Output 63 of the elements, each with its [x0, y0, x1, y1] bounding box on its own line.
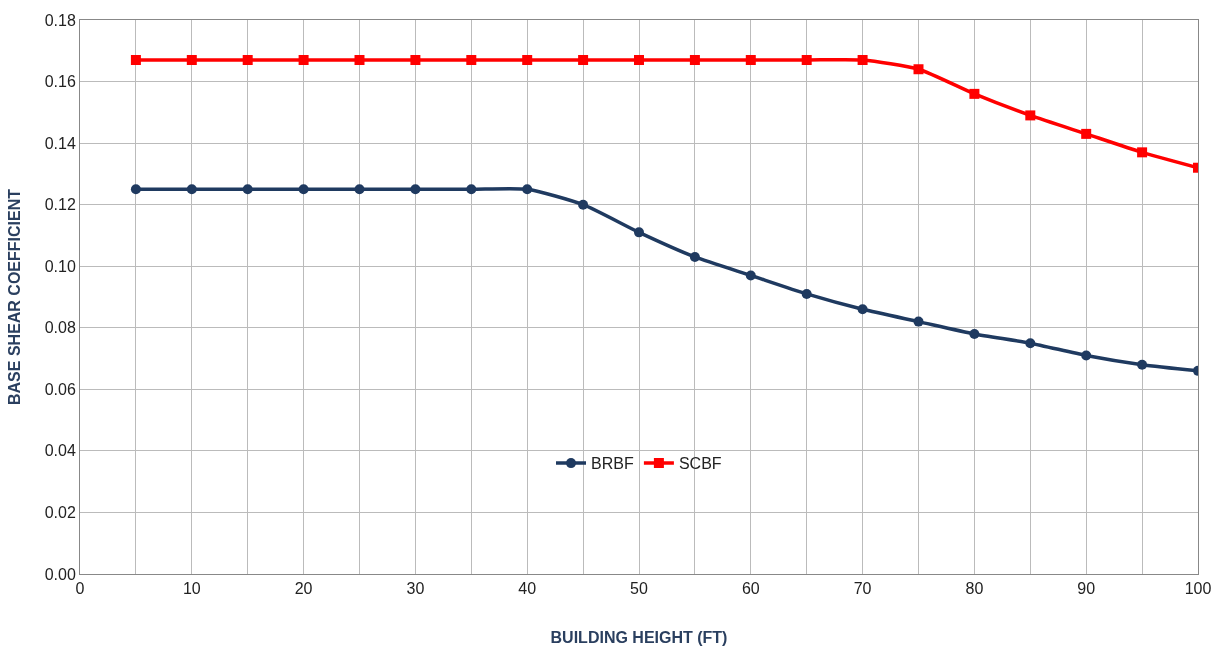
x-tick-label: 0 [75, 580, 85, 598]
point [801, 55, 812, 66]
y-tick-label: 0.12 [44, 196, 76, 214]
point [913, 316, 924, 327]
x-tick-label: 90 [1077, 580, 1096, 598]
point [689, 251, 700, 262]
x-tick-label: 100 [1184, 580, 1212, 598]
point [354, 184, 365, 195]
point [130, 55, 141, 66]
x-tick-label: 80 [965, 580, 984, 598]
y-tick-label: 0.02 [44, 504, 76, 522]
point [130, 184, 141, 195]
x-axis-title: BUILDING HEIGHT (FT) [550, 628, 728, 646]
y-tick-label: 0.00 [44, 565, 76, 583]
point [186, 55, 197, 66]
point [1025, 110, 1036, 121]
point [634, 227, 644, 238]
y-tick-label: 0.10 [44, 257, 76, 275]
point [242, 184, 253, 195]
point [410, 184, 421, 195]
point [522, 55, 533, 66]
point [466, 184, 477, 195]
point [578, 55, 589, 66]
x-tick-label: 60 [741, 580, 760, 598]
point [298, 184, 309, 195]
point [522, 184, 533, 195]
y-tick-label: 0.16 [44, 73, 76, 91]
legend-label: BRBF [591, 455, 634, 473]
y-tick-label: 0.04 [44, 442, 76, 460]
point [1081, 350, 1092, 361]
point [186, 184, 197, 195]
point [913, 64, 924, 75]
point [857, 55, 868, 66]
point [1025, 338, 1036, 349]
point [969, 88, 980, 99]
point [466, 55, 477, 66]
y-tick-label: 0.06 [44, 380, 76, 398]
x-tick-label: 50 [630, 580, 648, 598]
point [801, 288, 812, 299]
point [1137, 359, 1148, 370]
y-tick-label: 0.14 [44, 134, 76, 152]
point [410, 55, 421, 66]
point [745, 270, 756, 281]
x-tick-label: 20 [294, 580, 313, 598]
x-tick-label: 10 [182, 580, 201, 598]
x-tick-label: 70 [853, 580, 872, 598]
y-tick-label: 0.08 [44, 319, 76, 337]
y-axis-title: BASE SHEAR COEFFICIENT [5, 188, 23, 406]
point [1137, 147, 1148, 158]
x-tick-label: 40 [518, 580, 537, 598]
point [242, 55, 253, 66]
point [745, 55, 756, 66]
y-tick-label: 0.18 [44, 11, 76, 29]
point [1081, 128, 1092, 139]
point [689, 55, 700, 66]
point [578, 199, 589, 210]
point [634, 55, 644, 66]
point [354, 55, 365, 66]
point [857, 304, 868, 315]
x-tick-label: 30 [406, 580, 425, 598]
point [969, 328, 980, 339]
point [298, 55, 309, 66]
legend-label: SCBF [678, 455, 722, 473]
